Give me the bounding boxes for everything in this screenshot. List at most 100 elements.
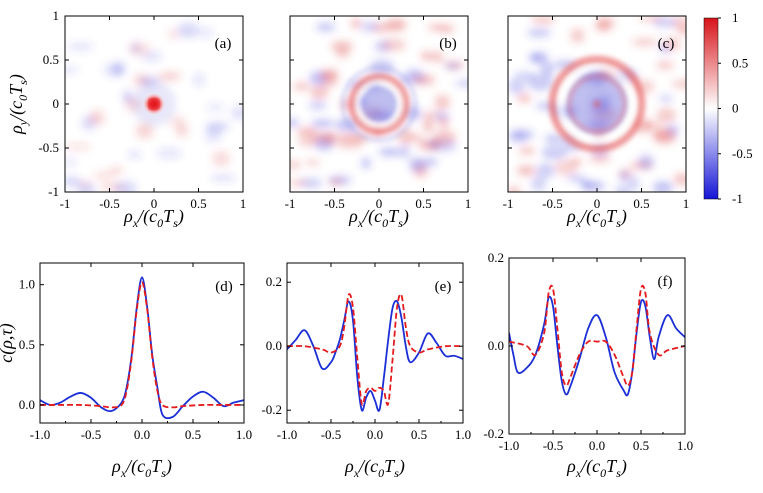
x-axis-label: ρx/(c0Ts): [566, 206, 627, 230]
colorbar-tick-label: -0.5: [732, 146, 753, 161]
x-tick-label: 1.0: [236, 427, 252, 442]
x-tick-label: 0: [594, 196, 601, 211]
ring-crest: [548, 55, 646, 153]
ring: [340, 65, 418, 143]
x-tick-label: 0.0: [589, 438, 605, 453]
x-tick-label: -1: [60, 196, 71, 211]
y-tick-label: 0.0: [266, 338, 282, 353]
x-tick-label: 0.0: [134, 427, 150, 442]
colorbar-tick-label: 0.5: [732, 55, 748, 70]
svg-text:ρx/(c0Ts): ρx/(c0Ts): [348, 206, 409, 230]
plot-frame: [39, 262, 245, 424]
x-tick-label: 0.5: [633, 196, 649, 211]
x-tick-label: -0.5: [543, 438, 564, 453]
svg-text:ρx/(c0Ts): ρx/(c0Ts): [566, 206, 627, 230]
x-tick-label: -1.0: [277, 427, 298, 442]
series-solid-line: [287, 299, 463, 412]
x-tick-label: 0: [376, 196, 383, 211]
svg-text:ρx/(c0Ts): ρx/(c0Ts): [111, 456, 172, 480]
x-axis-label: ρx/(c0Ts): [123, 206, 184, 230]
x-tick-label: 0.0: [367, 427, 383, 442]
x-tick-label: 1.0: [677, 438, 693, 453]
ring: [548, 55, 646, 153]
colorbar: 1 0.5 0 -0.5 -1: [703, 10, 753, 206]
ring-inner-trough: [360, 85, 398, 123]
y-tick-label: -0.5: [38, 140, 59, 155]
heatmap-panel-a: -1 -0.5 0 0.5 1 1 0.5 0 -0.5 -1 (a) ρx/(c0Ts) ρy/(c0…: [6, 8, 247, 230]
x-tick-label: -0.5: [542, 196, 563, 211]
x-axis-label: ρx/(c0Ts): [348, 206, 409, 230]
series-dashed-line: [40, 281, 244, 409]
heatmap-panel-b: -1 -0.5 0 0.5 1 (b) ρx/(c0Ts): [285, 15, 472, 230]
y-axis-label: ρy/(c0Ts): [6, 74, 30, 135]
line-panel-e: -1.0 -0.5 0.0 0.5 1.0 0.2 0.0 -0.2 (e) ρx/(c0Ts): [261, 262, 471, 480]
colorbar-gradient: [703, 17, 719, 200]
y-tick-label: 0.5: [43, 52, 59, 67]
panel-label: (a): [215, 36, 232, 52]
line-panel-f: -1.0 -0.5 0.0 0.5 1.0 0.2 0.0 -0.2 (f) ρx/(c0Ts): [483, 250, 693, 480]
series-solid-line: [40, 276, 244, 420]
x-tick-label: 1.0: [455, 427, 471, 442]
central-peak-core: [149, 99, 159, 109]
y-tick-label: -0.2: [261, 402, 282, 417]
panel-label: (d): [215, 279, 233, 295]
heatmap-field: [65, 16, 243, 192]
x-tick-label: -1: [285, 196, 296, 211]
x-axis-label: ρx/(c0Ts): [344, 456, 405, 480]
y-tick-label: 1.0: [19, 277, 35, 292]
x-tick-label: 0.5: [190, 196, 206, 211]
heatmap-field: [290, 16, 468, 192]
x-tick-label: -1: [503, 196, 514, 211]
panel-label: (c): [658, 36, 675, 52]
x-tick-label: -1.0: [30, 427, 51, 442]
heatmap-panel-c: -1 -0.5 0 0.5 1 (c) ρx/(c0Ts): [503, 15, 690, 230]
x-tick-label: 0.5: [185, 427, 201, 442]
panel-label: (b): [439, 36, 457, 52]
x-tick-label: -0.5: [81, 427, 102, 442]
y-tick-label: 0: [53, 96, 60, 111]
x-tick-label: 1: [465, 196, 472, 211]
x-tick-label: -0.5: [99, 196, 120, 211]
x-tick-label: 0.5: [633, 438, 649, 453]
y-tick-label: 0.2: [488, 250, 504, 265]
heatmap-speckle: [508, 16, 686, 192]
x-tick-label: 0: [151, 196, 158, 211]
plot-area: [40, 276, 244, 420]
x-tick-label: -0.5: [321, 427, 342, 442]
y-tick-label: 0.0: [488, 338, 504, 353]
svg-text:ρx/(c0Ts): ρx/(c0Ts): [344, 456, 405, 480]
plot-area: [287, 293, 463, 412]
x-tick-label: 1: [683, 196, 690, 211]
ring-crest: [348, 73, 410, 135]
series-solid-line: [509, 295, 685, 397]
series-dashed-line: [509, 284, 685, 387]
y-tick-label: -0.2: [483, 426, 504, 441]
svg-text:ρx/(c0Ts): ρx/(c0Ts): [123, 206, 184, 230]
y-tick-label: 0.2: [266, 274, 282, 289]
heatmap-speckle: [65, 22, 243, 192]
x-axis-label: ρx/(c0Ts): [111, 456, 172, 480]
heatmap-field: [508, 16, 686, 192]
x-tick-label: -1.0: [499, 438, 520, 453]
y-tick-label: 0.0: [19, 397, 35, 412]
y-axis-label: c(ρ,τ): [0, 323, 17, 363]
svg-text:c(ρ,τ): c(ρ,τ): [0, 323, 17, 363]
y-tick-label: 1: [53, 8, 60, 23]
x-axis-label: ρx/(c0Ts): [566, 456, 627, 480]
x-tick-label: 0.5: [415, 196, 431, 211]
colorbar-tick-label: -1: [732, 191, 743, 206]
panel-label: (f): [658, 274, 673, 290]
colorbar-tick-label: 0: [732, 101, 739, 116]
plot-area: [509, 284, 685, 397]
colorbar-tick-label: 1: [732, 10, 739, 25]
y-tick-label: 0.5: [19, 337, 35, 352]
line-panel-d: -1.0 -0.5 0.0 0.5 1.0 1.0 0.5 0.0 (d) ρx/(c0Ts) c(…: [0, 262, 252, 480]
panel-label: (e): [435, 279, 452, 295]
x-tick-label: 0.5: [411, 427, 427, 442]
series-dashed-line: [287, 293, 463, 406]
svg-text:ρy/(c0Ts): ρy/(c0Ts): [6, 74, 30, 135]
y-tick-label: -1: [48, 184, 59, 199]
x-tick-label: 1: [240, 196, 247, 211]
svg-text:ρx/(c0Ts): ρx/(c0Ts): [566, 456, 627, 480]
